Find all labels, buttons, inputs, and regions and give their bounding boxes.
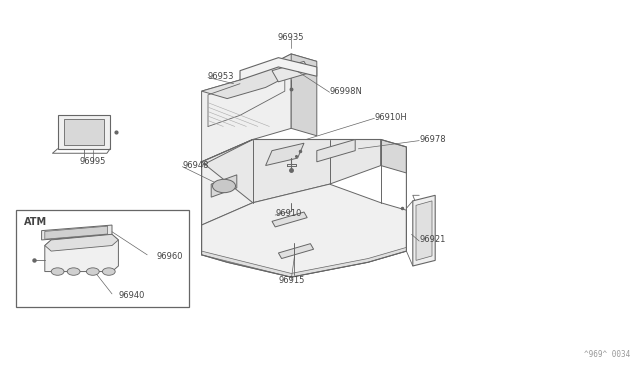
Text: 96948: 96948 <box>182 161 209 170</box>
Polygon shape <box>416 201 432 260</box>
Circle shape <box>67 268 80 275</box>
Polygon shape <box>202 54 291 166</box>
Polygon shape <box>202 140 253 225</box>
Polygon shape <box>278 244 314 259</box>
Circle shape <box>212 179 236 193</box>
Polygon shape <box>202 184 406 277</box>
Polygon shape <box>272 61 310 82</box>
Polygon shape <box>45 226 108 239</box>
Text: ATM: ATM <box>24 217 47 227</box>
Text: 96910H: 96910H <box>374 113 407 122</box>
Polygon shape <box>317 140 355 162</box>
Polygon shape <box>64 119 104 145</box>
Circle shape <box>51 268 64 275</box>
Text: 96910: 96910 <box>275 209 301 218</box>
Text: 96995: 96995 <box>79 157 106 166</box>
Circle shape <box>102 268 115 275</box>
Bar <box>16 210 189 307</box>
Text: 96921: 96921 <box>419 235 445 244</box>
Polygon shape <box>202 140 381 203</box>
Text: 96978: 96978 <box>419 135 446 144</box>
Polygon shape <box>45 234 118 272</box>
Circle shape <box>86 268 99 275</box>
Polygon shape <box>45 234 118 251</box>
Polygon shape <box>381 140 406 173</box>
Polygon shape <box>58 115 110 149</box>
Polygon shape <box>202 247 406 277</box>
Polygon shape <box>291 54 317 136</box>
Text: 96960: 96960 <box>157 252 183 261</box>
Text: 96915: 96915 <box>278 276 305 285</box>
Polygon shape <box>202 54 317 99</box>
Polygon shape <box>272 212 307 227</box>
Text: 96940: 96940 <box>118 291 145 300</box>
Polygon shape <box>413 195 435 266</box>
Polygon shape <box>266 143 304 166</box>
Polygon shape <box>211 175 237 197</box>
Polygon shape <box>240 58 317 80</box>
Text: ^969^ 0034: ^969^ 0034 <box>584 350 630 359</box>
Text: 96953: 96953 <box>208 72 234 81</box>
Text: 96935: 96935 <box>278 33 305 42</box>
Polygon shape <box>42 225 112 240</box>
Text: 96998N: 96998N <box>330 87 362 96</box>
